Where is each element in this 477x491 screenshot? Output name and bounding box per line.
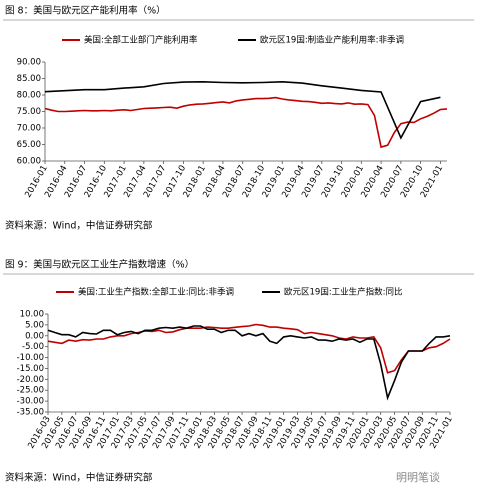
- legend-label: 美国:全部工业部门产能利用率: [84, 35, 198, 46]
- legend-label: 欧元区19国:工业生产指数:同比: [284, 287, 403, 298]
- y-tick-label: -15.00: [17, 364, 44, 374]
- chart-title: 图 9：美国与欧元区工业生产指数增速（%）: [5, 259, 194, 271]
- legend-label: 美国:工业生产指数:全部工业:同比:非季调: [78, 287, 234, 298]
- series-line: [44, 80, 441, 140]
- y-tick-label: 10.00: [20, 310, 44, 320]
- series-line: [44, 96, 448, 149]
- y-tick-label: 65.00: [17, 140, 41, 150]
- y-tick-label: 60.00: [17, 157, 41, 167]
- y-tick-label: -25.00: [17, 386, 44, 396]
- watermark: 明明笔谈: [396, 470, 440, 484]
- y-tick-label: 85.00: [17, 74, 41, 84]
- series-line: [47, 325, 451, 401]
- y-tick-label: 5.00: [25, 320, 44, 330]
- y-tick-label: -20.00: [17, 375, 44, 385]
- source-note: 资料来源：Wind，中信证券研究部: [5, 472, 152, 484]
- series-line: [47, 323, 451, 374]
- y-tick-label: 0.00: [25, 331, 44, 341]
- y-tick-label: -30.00: [17, 397, 44, 407]
- chart-title: 图 8：美国与欧元区产能利用率（%）: [5, 5, 166, 17]
- legend-label: 欧元区19国:制造业产能利用率:非季调: [260, 35, 404, 46]
- source-note: 资料来源：Wind，中信证券研究部: [5, 220, 152, 232]
- y-tick-label: -5.00: [22, 342, 44, 352]
- y-tick-label: 75.00: [17, 107, 41, 117]
- y-tick-label: 90.00: [17, 58, 41, 68]
- y-tick-label: -35.00: [17, 408, 44, 418]
- y-tick-label: 70.00: [17, 124, 41, 134]
- y-tick-label: -10.00: [17, 353, 44, 363]
- y-tick-label: 80.00: [17, 91, 41, 101]
